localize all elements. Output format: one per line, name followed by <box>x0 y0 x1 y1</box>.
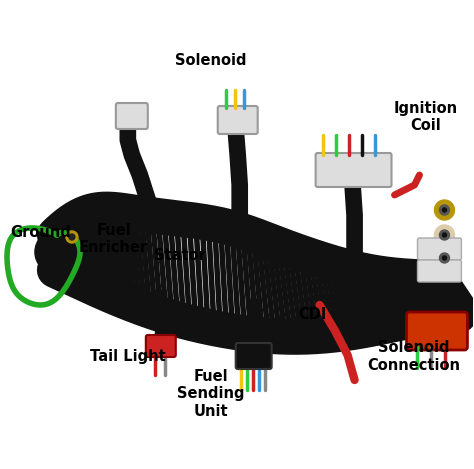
Text: Ignition
Coil: Ignition Coil <box>394 101 458 134</box>
Text: Fuel
Sending
Unit: Fuel Sending Unit <box>177 369 245 419</box>
Circle shape <box>435 225 455 245</box>
Circle shape <box>442 233 447 237</box>
Circle shape <box>439 253 449 263</box>
FancyBboxPatch shape <box>316 153 392 187</box>
FancyBboxPatch shape <box>236 343 272 369</box>
Circle shape <box>35 230 79 274</box>
FancyBboxPatch shape <box>146 335 176 357</box>
FancyBboxPatch shape <box>218 106 258 134</box>
Text: Stator: Stator <box>154 248 206 263</box>
FancyBboxPatch shape <box>116 103 148 129</box>
Circle shape <box>435 200 455 220</box>
Circle shape <box>439 205 449 215</box>
Text: CDI: CDI <box>298 307 327 322</box>
Circle shape <box>66 231 78 243</box>
FancyBboxPatch shape <box>418 238 461 260</box>
Circle shape <box>435 248 455 268</box>
Text: Solenoid: Solenoid <box>175 53 246 68</box>
Circle shape <box>442 208 447 212</box>
Text: Tail Light: Tail Light <box>90 349 166 364</box>
FancyBboxPatch shape <box>418 260 461 282</box>
Circle shape <box>439 230 449 240</box>
FancyBboxPatch shape <box>407 312 467 350</box>
Text: Solenoid
Connection: Solenoid Connection <box>368 340 461 373</box>
Circle shape <box>442 256 447 260</box>
Circle shape <box>69 234 75 240</box>
Text: Fuel
Enricher: Fuel Enricher <box>79 223 148 256</box>
Text: Ground: Ground <box>10 225 71 240</box>
